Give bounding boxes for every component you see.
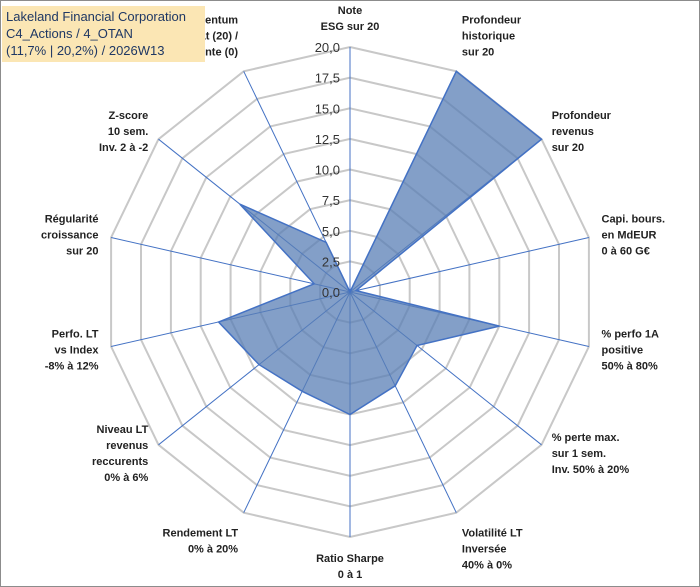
axis-label: Capi. bours. en MdEUR 0 à 60 G€: [602, 214, 666, 258]
radial-tick-label: 20,0: [315, 40, 340, 55]
radial-tick-label: 2,5: [322, 254, 340, 269]
radial-tick-label: 7,5: [322, 193, 340, 208]
title-line-category: C4_Actions / 4_OTAN: [6, 26, 133, 41]
radial-tick-label: 5,0: [322, 224, 340, 239]
axis-label: Régularité croissance sur 20: [41, 214, 98, 258]
radial-tick-label: 15,0: [315, 101, 340, 116]
axis-spoke: [110, 237, 351, 293]
axis-spoke: [349, 237, 590, 293]
data-area-series: [217, 70, 543, 416]
axis-label: Volatilité LT Inversée 40% à 0%: [462, 527, 523, 571]
radial-tick-label: 10,0: [315, 163, 340, 178]
axis-label: % perfo 1A positive 50% à 80%: [602, 328, 660, 372]
radial-tick-label: 0,0: [322, 285, 340, 300]
axis-label: Ratio Sharpe 0 à 1: [316, 553, 384, 581]
title-line-period: (11,7% | 20,2%) / 2026W13: [6, 43, 165, 58]
axis-label: Perfo. LT vs Index -8% à 12%: [45, 328, 100, 372]
axis-label: Profondeur historique sur 20: [462, 15, 522, 59]
radial-tick-label: 12,5: [315, 132, 340, 147]
radial-tick-label: 17,5: [315, 71, 340, 86]
axis-label: Z-score 10 sem. Inv. 2 à -2: [99, 110, 148, 154]
axis-label: Note ESG sur 20: [321, 5, 380, 33]
axis-label: Rendement LT 0% à 20%: [163, 527, 239, 555]
axis-label: % perte max. sur 1 sem. Inv. 50% à 20%: [552, 432, 630, 476]
title-line-company: Lakeland Financial Corporation: [6, 9, 186, 24]
axis-label: Profondeur revenus sur 20: [552, 110, 612, 154]
axis-label: Niveau LT revenus reccurents 0% à 6%: [92, 424, 149, 484]
chart-title-box: Lakeland Financial Corporation C4_Action…: [2, 6, 205, 62]
